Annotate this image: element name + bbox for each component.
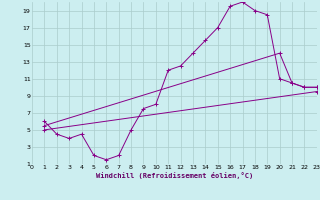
X-axis label: Windchill (Refroidissement éolien,°C): Windchill (Refroidissement éolien,°C)	[96, 172, 253, 179]
